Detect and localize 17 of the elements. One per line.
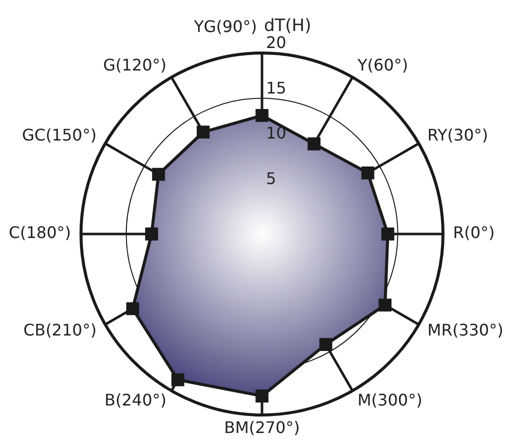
y-tick-label: 20: [266, 33, 286, 52]
spoke-label: C(180°): [8, 223, 71, 242]
spoke-label: MR(330°): [427, 320, 504, 340]
text: dT(H): [264, 16, 312, 36]
spoke-label: R(0°): [453, 223, 495, 242]
spoke-label: B(240°): [104, 390, 166, 410]
spoke-label: RY(30°): [427, 126, 488, 145]
spoke-label: GC(150°): [22, 126, 97, 145]
spoke-label: BM(270°): [224, 418, 300, 438]
spoke-label: Y(60°): [356, 56, 408, 75]
spoke-label: YG(90°): [192, 17, 257, 36]
y-tick-label: 5: [266, 168, 276, 188]
y-tick-label: 15: [266, 78, 286, 98]
spoke-label: G(120°): [103, 56, 166, 75]
spoke-label: CB(210°): [23, 320, 97, 340]
y-tick-label: 10: [266, 124, 286, 143]
spoke-label: M(300°): [358, 390, 422, 410]
